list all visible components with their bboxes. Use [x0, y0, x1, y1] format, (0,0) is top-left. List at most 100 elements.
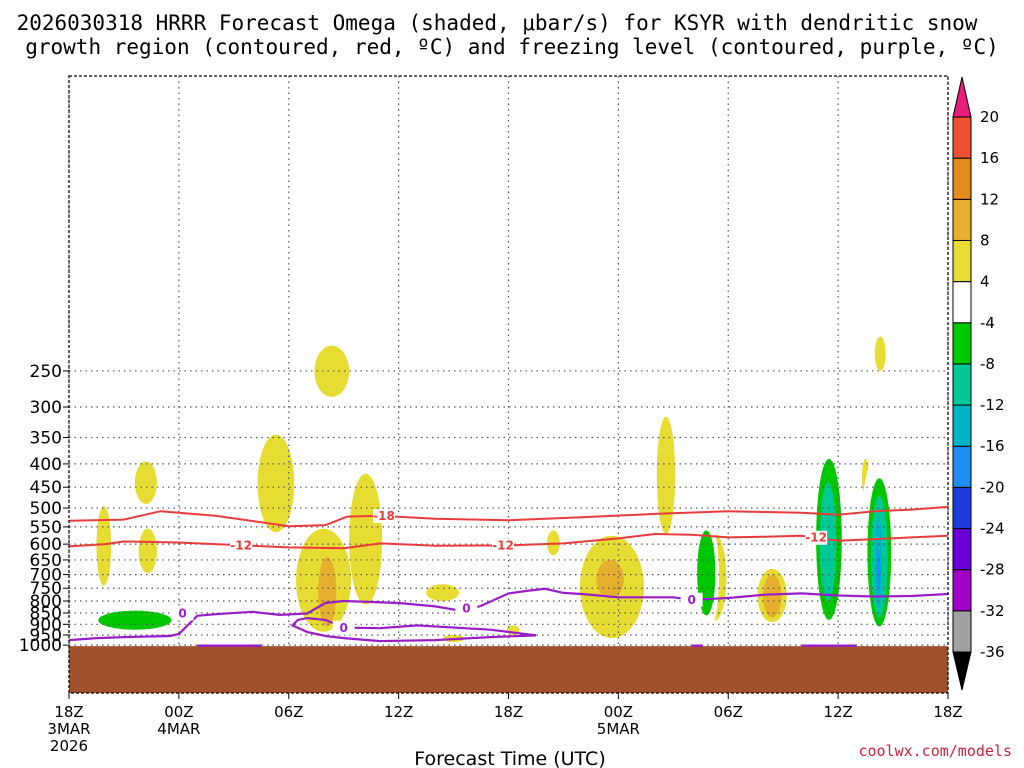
y-tick-label-300: 300	[30, 398, 62, 418]
omega-region-19	[874, 336, 886, 371]
freezing-line-0	[68, 587, 949, 642]
omega-region-13	[596, 559, 624, 599]
y-tick-label-550: 550	[30, 518, 62, 538]
dgz-line-0	[68, 505, 949, 528]
omega-region-32	[768, 374, 793, 432]
omega-region-23	[182, 589, 220, 637]
colorbar-bin-6	[952, 363, 972, 406]
omega-region-17	[763, 574, 782, 618]
x-tick-label-2-0: 06Z	[274, 703, 303, 721]
dgz-label-1-bg	[230, 538, 253, 553]
y-axis-ticks: 250 300 350 400 4505005506006507007508008509…	[19, 362, 69, 656]
y-tick-label-900: 900	[30, 615, 62, 635]
x-tick-label-5-1: 5MAR	[597, 720, 640, 738]
omega-region-41	[774, 456, 798, 512]
colorbar-label-5: -16	[980, 437, 1005, 455]
freezing-label-3: 0	[687, 593, 695, 607]
colorbar-bin-7	[952, 322, 972, 365]
colorbar-label-0: -36	[980, 643, 1005, 661]
x-tick-label-5-0: 00Z	[604, 703, 633, 721]
x-axis-label: Forecast Time (UTC)	[414, 748, 605, 768]
colorbar-bin-4	[952, 445, 972, 488]
plot-area: -18 -12 -12 -12 0 0 0 0	[68, 75, 949, 694]
freezing-label-0: 0	[178, 606, 186, 620]
y-tick-label-500: 500	[30, 499, 62, 519]
x-tick-label-3-0: 12Z	[384, 703, 413, 721]
colorbar-bin-2	[952, 528, 972, 571]
dgz-label-2: -12	[492, 538, 514, 552]
x-tick-label-7-0: 12Z	[823, 703, 852, 721]
dgz-label-0: -18	[373, 509, 395, 523]
dgz-label-2-bg	[492, 538, 515, 553]
y-tick-label-350: 350	[30, 428, 62, 448]
x-tick-label-0-2: 2026	[50, 737, 88, 755]
y-tick-label-650: 650	[30, 551, 62, 571]
colorbar-label-4: -20	[980, 478, 1005, 496]
credit-text: coolwx.com/models	[858, 742, 1012, 760]
chart-title-line1: 2026030318 HRRR Forecast Omega (shaded, …	[17, 11, 978, 35]
colorbar-bin-11	[952, 157, 972, 200]
chart-title-line2: growth region (contoured, red, ºC) and f…	[25, 35, 999, 59]
y-tick-label-700: 700	[30, 566, 62, 586]
omega-region-35	[819, 482, 837, 602]
freezing-label-2-bg	[455, 601, 478, 616]
y-tick-label-400: 400	[30, 455, 62, 475]
colorbar-label-11: 12	[980, 190, 999, 208]
colorbar-label-8: -4	[980, 314, 995, 332]
omega-region-27	[318, 453, 337, 479]
omega-region-3	[257, 434, 295, 533]
colorbar-top-triangle	[952, 76, 972, 118]
colorbar-bin-3	[952, 486, 972, 530]
x-tick-label-1-1: 4MAR	[157, 720, 200, 738]
colorbar-bin-1	[952, 569, 972, 612]
dgz-label-0-bg	[372, 509, 395, 524]
colorbar-bin-12	[952, 116, 972, 159]
omega-region-25	[199, 374, 212, 411]
colorbar-bottom-triangle	[952, 651, 972, 691]
omega-region-43	[852, 425, 861, 444]
omega-region-31	[715, 341, 729, 375]
colorbar-bin-5	[952, 404, 972, 447]
omega-region-28	[618, 403, 655, 500]
omega-region-7	[349, 473, 383, 605]
omega-region-14	[656, 416, 676, 534]
y-tick-label-450: 450	[30, 478, 62, 498]
y-tick-label-950: 950	[30, 626, 62, 646]
x-tick-label-1-0: 00Z	[164, 703, 193, 721]
freezing-label-1: 0	[340, 621, 348, 635]
omega-region-42	[830, 326, 844, 359]
omega-region-44	[915, 598, 923, 609]
omega-region-26	[274, 592, 300, 643]
dgz-label-1: -12	[230, 538, 252, 552]
colorbar-label-2: -28	[980, 561, 1005, 579]
x-tick-label-4-0: 18Z	[494, 703, 523, 721]
colorbar-bin-8	[952, 281, 972, 324]
colorbar-label-1: -32	[980, 602, 1005, 620]
colorbar-label-9: 4	[980, 273, 990, 291]
omega-region-8	[426, 584, 460, 602]
colorbar-label-6: -12	[980, 396, 1005, 414]
omega-region-0	[96, 506, 112, 586]
ground-terrain	[69, 646, 948, 693]
y-tick-label-250: 250	[30, 362, 62, 382]
x-tick-label-0-0: 18Z	[54, 703, 83, 721]
y-tick-label-850: 850	[30, 604, 62, 624]
freezing-label-0-bg	[171, 606, 194, 621]
omega-region-22	[131, 539, 139, 599]
x-tick-label-0-1: 3MAR	[47, 720, 90, 738]
omega-region-24	[189, 410, 205, 446]
x-tick-label-8-0: 18Z	[933, 703, 962, 721]
colorbar-bin-9	[952, 239, 972, 283]
y-tick-label-1000: 1000	[19, 636, 62, 656]
omega-region-6	[318, 556, 337, 627]
omega-region-4	[314, 345, 350, 397]
freezing-label-1-bg	[332, 620, 355, 635]
colorbar-bin-10	[952, 198, 972, 241]
colorbar-label-7: -8	[980, 355, 995, 373]
y-tick-label-600: 600	[30, 535, 62, 555]
dgz-label-3: -12	[805, 531, 827, 545]
colorbar-label-10: 8	[980, 231, 990, 249]
omega-region-1	[134, 461, 157, 505]
